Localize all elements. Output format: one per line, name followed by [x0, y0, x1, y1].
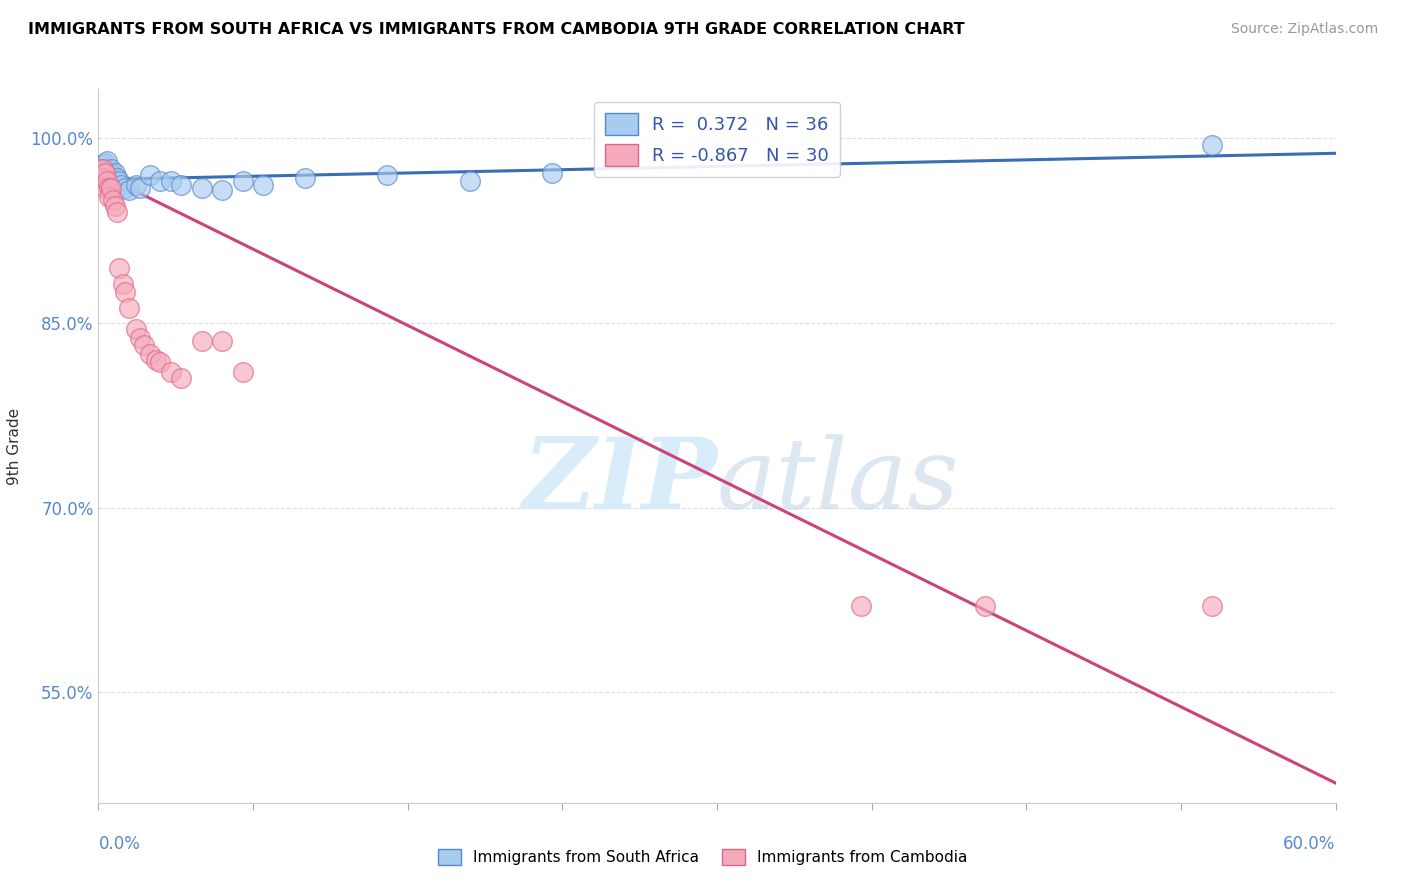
Legend: Immigrants from South Africa, Immigrants from Cambodia: Immigrants from South Africa, Immigrants… [432, 843, 974, 871]
Point [89, 162, 111, 177]
Point [91, 166, 114, 180]
Point [89, 162, 111, 177]
Point [100, 170, 122, 185]
Y-axis label: 9th Grade: 9th Grade [7, 408, 22, 484]
Text: IMMIGRANTS FROM SOUTH AFRICA VS IMMIGRANTS FROM CAMBODIA 9TH GRADE CORRELATION C: IMMIGRANTS FROM SOUTH AFRICA VS IMMIGRAN… [28, 22, 965, 37]
Point [97, 190, 120, 204]
Point [96, 153, 118, 168]
Point [124, 178, 146, 193]
Point [145, 352, 167, 367]
Text: 0.0%: 0.0% [98, 835, 141, 853]
Point [211, 334, 233, 349]
Point [101, 174, 124, 188]
Point [100, 180, 122, 194]
Point [190, 180, 212, 194]
Point [96, 169, 118, 183]
Point [139, 347, 162, 361]
Text: Source: ZipAtlas.com: Source: ZipAtlas.com [1230, 22, 1378, 37]
Point [93, 180, 115, 194]
Point [1201, 599, 1223, 613]
Point [170, 371, 193, 385]
Point [114, 180, 136, 194]
Point [91, 162, 114, 177]
Point [170, 178, 193, 193]
Point [118, 183, 141, 197]
Point [100, 162, 122, 177]
Point [211, 183, 233, 197]
Point [124, 322, 146, 336]
Point [128, 180, 150, 194]
Point [93, 156, 115, 170]
Point [541, 166, 564, 180]
Point [112, 277, 135, 291]
Point [114, 285, 136, 300]
Point [294, 170, 316, 185]
Point [974, 599, 997, 613]
Point [851, 599, 873, 613]
Legend: R =  0.372   N = 36, R = -0.867   N = 30: R = 0.372 N = 36, R = -0.867 N = 30 [595, 102, 839, 177]
Point [104, 166, 127, 180]
Point [159, 174, 181, 188]
Point [96, 174, 118, 188]
Point [105, 205, 128, 219]
Point [149, 355, 172, 369]
Point [101, 193, 124, 207]
Point [190, 334, 212, 349]
Point [97, 180, 120, 194]
Point [252, 178, 274, 193]
Point [105, 170, 128, 185]
Point [232, 365, 254, 379]
Point [132, 338, 155, 352]
Point [101, 169, 124, 183]
Point [93, 162, 115, 177]
Point [104, 199, 127, 213]
Text: 60.0%: 60.0% [1284, 835, 1336, 853]
Point [91, 159, 114, 173]
Point [458, 174, 481, 188]
Point [1201, 137, 1223, 152]
Point [149, 174, 172, 188]
Point [108, 260, 131, 275]
Point [139, 169, 162, 183]
Point [91, 170, 114, 185]
Point [108, 174, 131, 188]
Point [110, 178, 132, 193]
Point [128, 331, 150, 345]
Text: atlas: atlas [717, 434, 960, 529]
Point [118, 301, 141, 316]
Point [104, 180, 127, 194]
Point [97, 166, 120, 180]
Point [159, 365, 181, 379]
Point [97, 174, 120, 188]
Point [93, 170, 115, 185]
Text: ZIP: ZIP [522, 434, 717, 530]
Point [93, 166, 115, 180]
Point [232, 174, 254, 188]
Point [375, 169, 398, 183]
